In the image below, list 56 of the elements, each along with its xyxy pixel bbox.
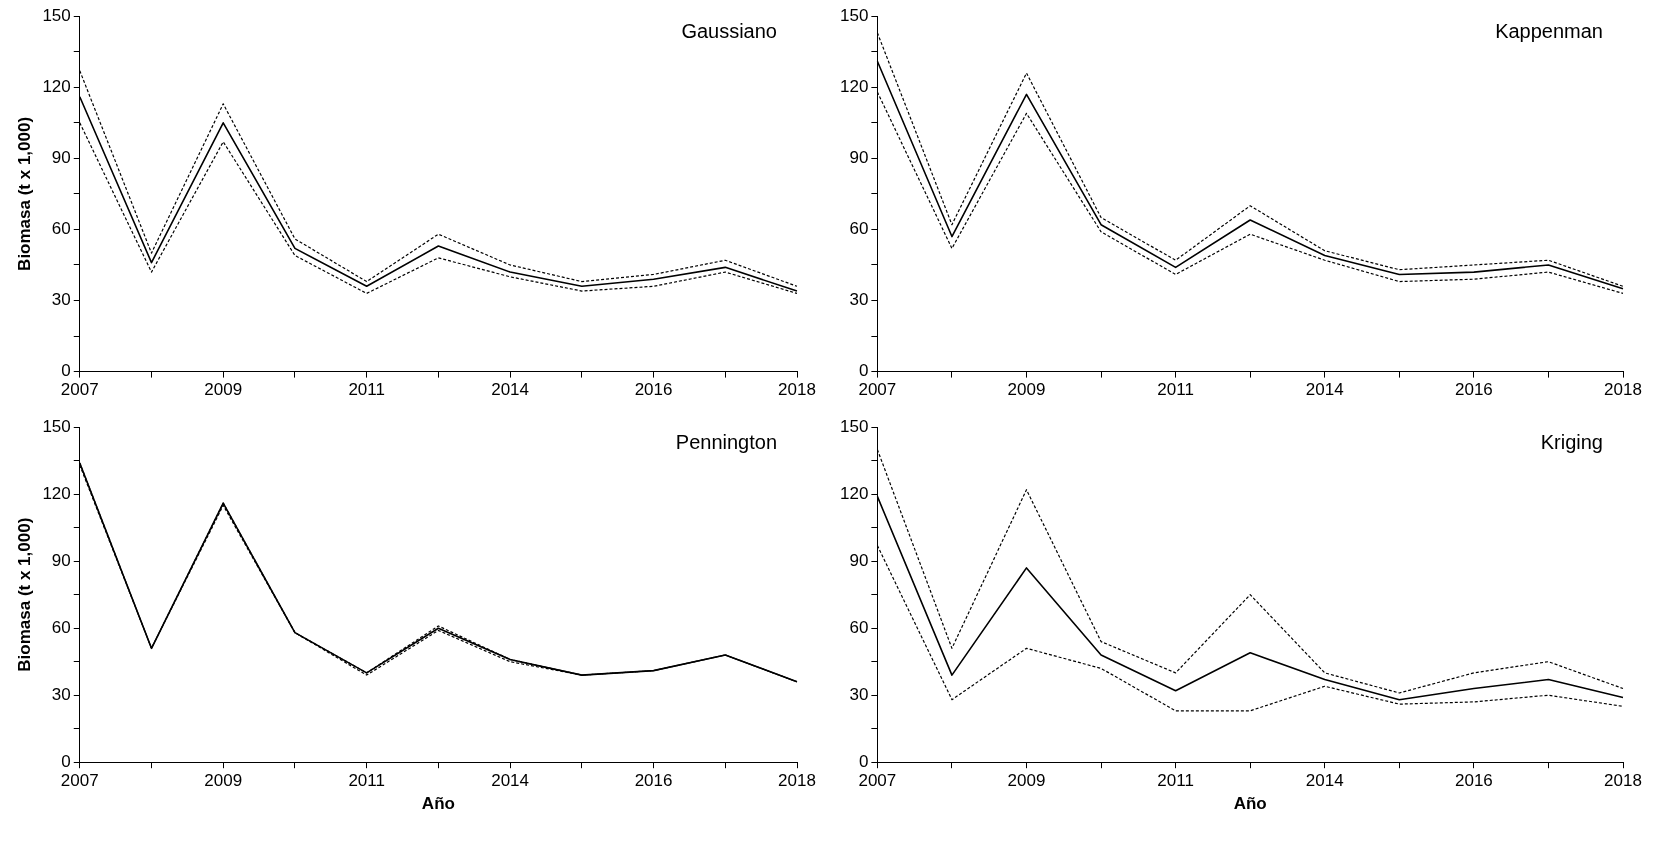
y-tick-label: 120: [42, 76, 71, 96]
x-tick-label: 2009: [204, 771, 243, 791]
y-tick-label: 60: [51, 617, 71, 637]
x-tick-label: 2014: [1305, 771, 1344, 791]
x-tick-label: 2011: [348, 771, 385, 791]
y-tick-label: 120: [839, 483, 869, 503]
x-tick-label: 2014: [491, 771, 530, 791]
x-axis-title: Año: [421, 794, 455, 814]
x-tick-label: 2009: [204, 380, 243, 400]
x-tick-label: 2007: [60, 771, 99, 791]
y-tick-label: 30: [51, 684, 71, 704]
y-tick-label: 60: [849, 617, 869, 637]
chart-title: Kriging: [1540, 430, 1603, 453]
y-tick-label: 150: [839, 416, 869, 436]
x-tick-label: 2009: [1007, 380, 1046, 400]
y-tick-label: 150: [42, 416, 71, 436]
y-tick-label: 30: [849, 684, 869, 704]
y-axis-title: Biomasa (t x 1,000): [14, 116, 34, 271]
x-tick-label: 2018: [1604, 771, 1642, 791]
x-tick-label: 2016: [634, 380, 673, 400]
x-tick-label: 2009: [1007, 771, 1046, 791]
y-tick-label: 30: [51, 290, 71, 310]
x-tick-label: 2016: [634, 771, 673, 791]
x-axis-title: Año: [1233, 794, 1267, 814]
y-tick-label: 0: [858, 361, 869, 381]
x-tick-label: 2014: [491, 380, 530, 400]
y-tick-label: 120: [42, 483, 71, 503]
x-tick-label: 2011: [1157, 380, 1194, 400]
x-tick-label: 2018: [778, 771, 816, 791]
y-tick-label: 90: [849, 550, 869, 570]
chart-title: Kappenman: [1495, 19, 1603, 42]
x-tick-label: 2011: [1157, 771, 1194, 791]
y-tick-label: 30: [849, 290, 869, 310]
y-tick-label: 90: [51, 550, 71, 570]
y-tick-label: 150: [839, 5, 869, 25]
x-tick-label: 2016: [1454, 380, 1493, 400]
x-tick-label: 2016: [1454, 771, 1493, 791]
y-tick-label: 60: [51, 219, 71, 239]
y-tick-label: 0: [61, 361, 71, 381]
y-tick-label: 60: [849, 219, 869, 239]
x-tick-label: 2007: [858, 771, 897, 791]
x-tick-label: 2007: [60, 380, 99, 400]
x-tick-label: 2018: [1604, 380, 1642, 400]
y-tick-label: 150: [42, 5, 71, 25]
y-tick-label: 90: [51, 148, 71, 168]
chart-title: Pennington: [675, 430, 777, 453]
chart-title: Gaussiano: [681, 19, 777, 42]
x-tick-label: 2018: [778, 380, 816, 400]
y-tick-label: 90: [849, 148, 869, 168]
x-tick-label: 2014: [1305, 380, 1344, 400]
y-tick-label: 0: [61, 751, 71, 771]
x-tick-label: 2007: [858, 380, 897, 400]
y-tick-label: 0: [858, 751, 869, 771]
x-tick-label: 2011: [348, 380, 385, 400]
y-axis-title: Biomasa (t x 1,000): [14, 517, 34, 672]
y-tick-label: 120: [839, 76, 869, 96]
